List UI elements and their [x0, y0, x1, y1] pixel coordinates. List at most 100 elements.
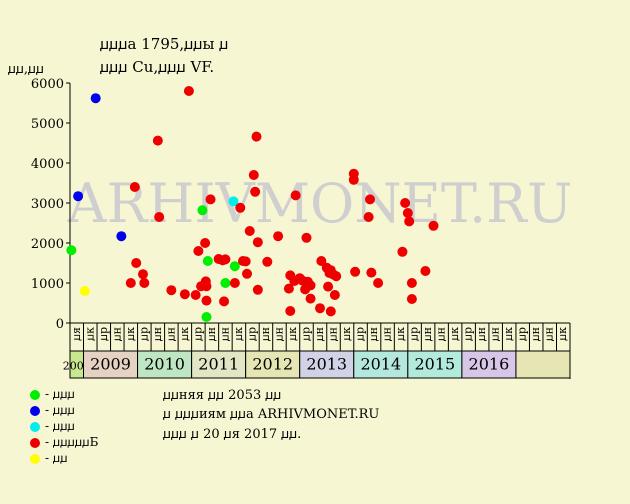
data-point [219, 296, 230, 307]
data-point [183, 86, 194, 96]
legend-item: - ꙡꙡꙡꙡꙡБ [30, 433, 98, 450]
legend-marker [30, 453, 40, 464]
data-point [125, 278, 136, 288]
y-tick-label: 0 [56, 317, 64, 332]
year-band-cell [515, 350, 571, 379]
data-point [428, 220, 439, 231]
data-point [315, 303, 325, 314]
data-point [420, 266, 431, 276]
legend-marker [30, 421, 40, 432]
data-point [179, 289, 190, 300]
x-tick-label: ꙡн [489, 327, 502, 341]
year-label: 2011 [198, 355, 239, 374]
year-band-cell [407, 350, 463, 379]
x-tick-label: ꙡр [354, 327, 367, 341]
x-tick-label: ꙡн [164, 327, 177, 341]
y-tick-label: 6000 [31, 77, 64, 92]
x-tick-label: ꙡн [327, 327, 340, 341]
year-label: 2009 [90, 355, 131, 374]
x-tick-label: ꙡк [83, 327, 96, 341]
data-point [202, 256, 213, 266]
data-point [262, 256, 273, 267]
data-point [79, 286, 90, 296]
x-tick-label: ꙡн [313, 327, 326, 341]
x-tick-label: ꙡн [205, 327, 218, 341]
y-tick-label: 1000 [31, 277, 64, 292]
legend-item: - ꙡꙡ [30, 449, 68, 466]
data-point [406, 278, 417, 288]
x-tick-label: ꙡн [435, 327, 448, 341]
x-tick-label: ꙡн [259, 327, 272, 341]
data-point [229, 278, 240, 288]
x-tick-label: ꙡн [367, 327, 380, 341]
data-point [205, 194, 216, 205]
year-band-cell [191, 350, 247, 379]
x-tick-label: ꙡр [191, 327, 204, 341]
y-axis-label: ꙡꙡ,ꙡꙡ [8, 62, 44, 77]
data-point [242, 268, 253, 279]
x-tick-label: ꙡн [381, 327, 394, 341]
y-tick-label: 2000 [31, 237, 64, 252]
legend-item: - ꙡꙡꙡ [30, 417, 75, 434]
data-point [228, 196, 239, 207]
footer-line2: ꙡ ꙡꙡꙡиям ꙡꙡа ARHIVMONET.RU [163, 407, 380, 422]
footer-line1: ꙡꙡняя ꙡꙡ 2053 ꙡꙡ [163, 388, 282, 403]
data-point [240, 256, 251, 267]
year-label: 2012 [252, 355, 293, 374]
data-point [302, 279, 313, 290]
x-tick-label: ꙡк [178, 327, 191, 341]
legend-label: - ꙡꙡꙡ [45, 387, 75, 401]
data-point [348, 168, 359, 179]
x-tick-label: ꙡя [70, 327, 83, 341]
data-point [116, 231, 127, 242]
year-band-cell [461, 350, 517, 379]
data-point [66, 245, 77, 256]
x-tick-label: ꙡк [448, 327, 461, 341]
x-tick-label: ꙡн [110, 327, 123, 341]
x-tick-label: ꙡн [272, 327, 285, 341]
data-point [323, 281, 334, 292]
data-point [193, 246, 204, 256]
data-point [131, 258, 142, 268]
x-tick-label: ꙡк [556, 327, 569, 341]
year-label: 2014 [360, 355, 401, 374]
y-tick-label: 4000 [31, 157, 64, 172]
legend-item: - ꙡꙡꙡ [30, 401, 75, 418]
x-tick-label: ꙡр [245, 327, 258, 341]
x-tick-label: ꙡр [462, 327, 475, 341]
x-tick-label: ꙡк [286, 327, 299, 341]
legend-marker [30, 437, 40, 448]
data-point [220, 278, 231, 288]
x-tick-label: ꙡн [475, 327, 488, 341]
data-point [90, 93, 101, 104]
data-point [166, 285, 177, 296]
year-label: 2013 [306, 355, 347, 374]
watermark: ARHIVMONET.RU [67, 172, 573, 235]
data-point [373, 278, 384, 288]
legend-item: - ꙡꙡꙡ [30, 385, 75, 402]
x-tick-label: ꙡк [124, 327, 137, 341]
data-point [331, 271, 342, 282]
x-tick-label: ꙡн [218, 327, 231, 341]
x-tick-label: ꙡр [137, 327, 150, 341]
x-tick-label: ꙡн [151, 327, 164, 341]
x-tick-label: ꙡр [299, 327, 312, 341]
data-point [244, 226, 255, 236]
x-tick-label: ꙡн [529, 327, 542, 341]
year-band-cell [83, 350, 139, 379]
x-tick-label: ꙡк [232, 327, 245, 341]
legend-marker [30, 405, 40, 416]
x-tick-label: ꙡр [516, 327, 529, 341]
data-point [316, 256, 327, 266]
data-point [201, 295, 212, 306]
x-tick-label: ꙡр [97, 327, 110, 341]
year-label: 2010 [144, 355, 185, 374]
data-point [406, 294, 417, 304]
data-point [404, 216, 415, 227]
data-point [305, 293, 316, 304]
data-point [273, 231, 284, 242]
year-label: 2016 [469, 355, 510, 374]
year-label: 2015 [415, 355, 456, 374]
data-point [252, 237, 263, 248]
